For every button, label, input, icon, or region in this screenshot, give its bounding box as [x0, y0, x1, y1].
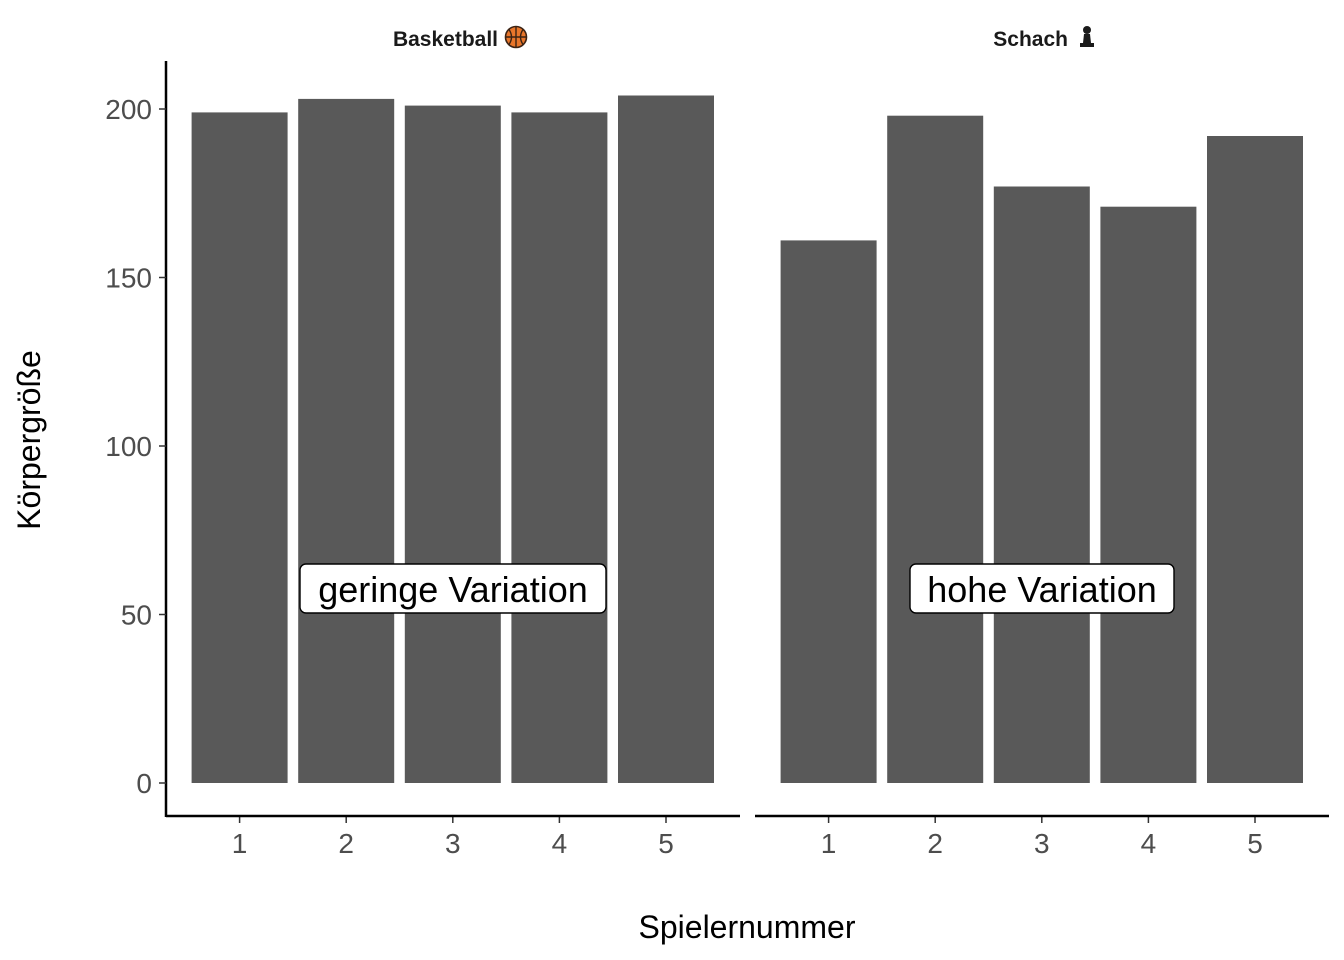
bars-schach — [780, 115, 1303, 783]
bar-4 — [511, 112, 608, 783]
annotation-text-schach: hohe Variation — [927, 569, 1157, 610]
x-ticks-basketball: 1 2 3 4 5 — [232, 816, 674, 859]
y-axis-title: Körpergröße — [11, 350, 47, 530]
x-tick-label: 4 — [552, 828, 568, 859]
x-tick-label: 5 — [1247, 828, 1263, 859]
annotation-box-basketball — [299, 563, 607, 614]
bar-4 — [1100, 206, 1197, 783]
x-tick-label: 3 — [1034, 828, 1050, 859]
x-tick-label: 3 — [445, 828, 461, 859]
bars-basketball — [191, 95, 714, 784]
y-tick-label: 100 — [105, 431, 152, 462]
strip-label-schach: Schach — [993, 28, 1068, 51]
annotation-text-basketball: geringe Variation — [318, 569, 588, 610]
x-tick-label: 1 — [232, 828, 248, 859]
annotation-box-schach — [909, 563, 1175, 614]
basketball-icon — [504, 25, 528, 49]
strip-label-basketball: Basketball — [393, 28, 498, 51]
bar-2 — [298, 98, 395, 783]
y-tick-label: 200 — [105, 94, 152, 125]
bar-2 — [887, 115, 984, 783]
bar-5 — [1207, 136, 1303, 783]
annotation-basketball: geringe Variation — [299, 563, 607, 614]
bar-1 — [191, 112, 288, 783]
bar-1 — [780, 240, 877, 783]
annotation-schach: hohe Variation — [909, 563, 1175, 614]
y-tick-label: 50 — [121, 600, 152, 631]
y-tick-label: 0 — [136, 768, 152, 799]
bar-3 — [993, 186, 1090, 783]
x-tick-label: 2 — [927, 828, 943, 859]
x-tick-label: 4 — [1141, 828, 1157, 859]
chess-pawn-icon — [1080, 26, 1094, 47]
x-ticks-schach: 1 2 3 4 5 — [821, 816, 1263, 859]
panel-schach: Schach 1 2 3 4 5 hohe Variation — [755, 26, 1329, 859]
x-tick-label: 5 — [658, 828, 674, 859]
x-axis-title: Spielernummer — [639, 909, 856, 945]
x-tick-label: 1 — [821, 828, 837, 859]
panel-basketball: Basketball 1 2 3 4 5 0 50 100 150 200 geringe Va… — [105, 25, 740, 859]
x-tick-label: 2 — [338, 828, 354, 859]
bar-3 — [404, 105, 501, 784]
bar-5 — [618, 95, 714, 783]
y-ticks: 0 50 100 150 200 — [105, 94, 166, 799]
y-tick-label: 150 — [105, 263, 152, 294]
